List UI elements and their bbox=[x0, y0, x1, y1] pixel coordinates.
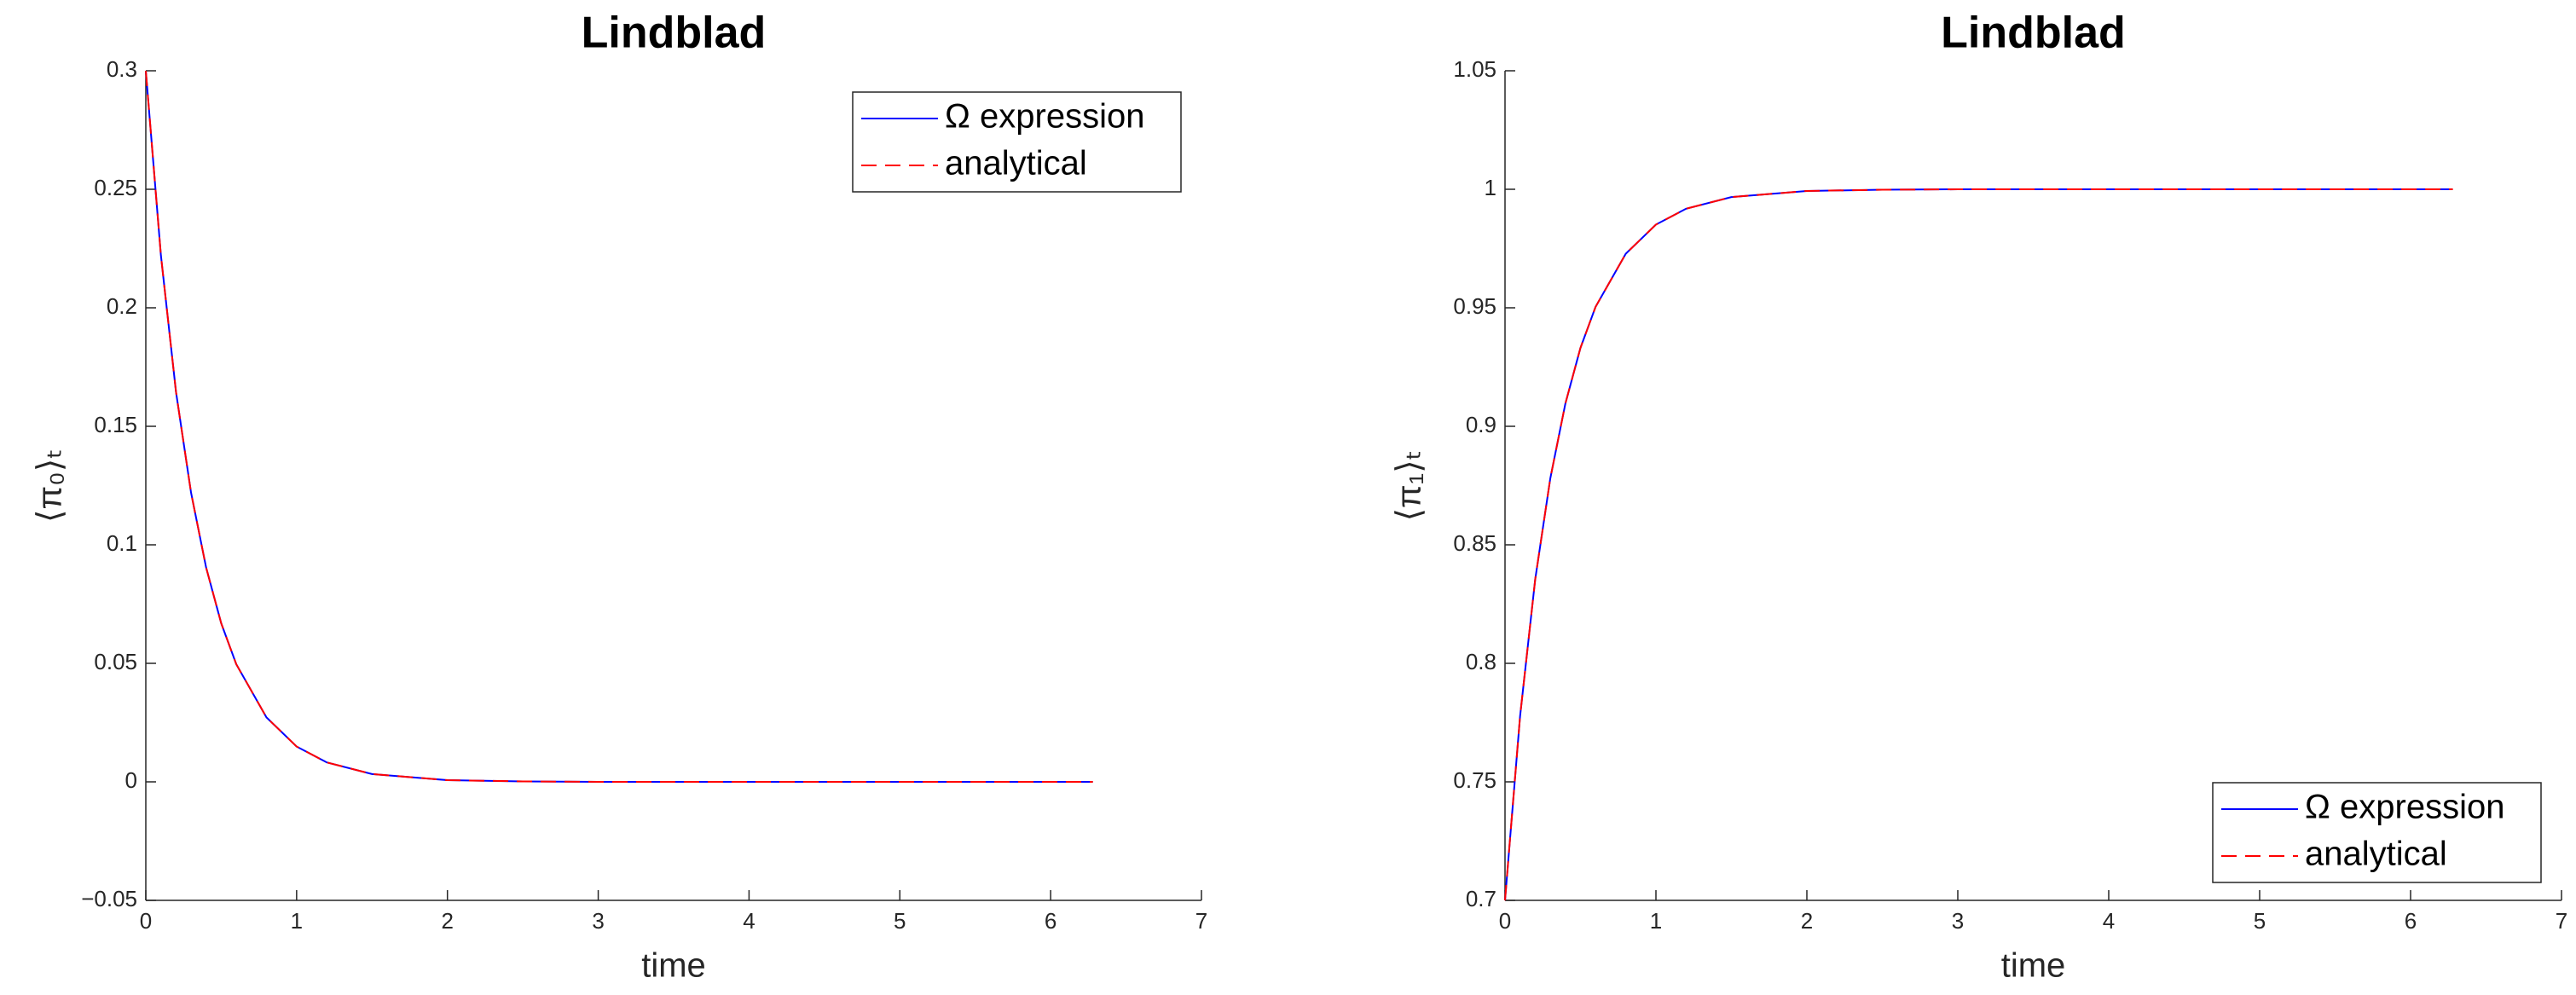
y-tick-label: 0.75 bbox=[1453, 767, 1496, 793]
series-line bbox=[145, 70, 1093, 783]
y-tick-label: 1.05 bbox=[1453, 56, 1496, 82]
y-tick-label: 0.15 bbox=[94, 412, 137, 437]
x-tick-label: 2 bbox=[1801, 908, 1813, 934]
y-tick-label: 0.8 bbox=[1466, 649, 1496, 674]
x-tick-label: 1 bbox=[291, 908, 303, 934]
y-tick-label: 0.9 bbox=[1466, 412, 1496, 437]
x-tick-label: 3 bbox=[592, 908, 604, 934]
x-tick-label: 6 bbox=[2405, 908, 2417, 934]
x-tick-label: 5 bbox=[894, 908, 906, 934]
x-axis-label: time bbox=[2001, 947, 2066, 985]
y-tick-label: 0.7 bbox=[1466, 886, 1496, 911]
y-tick-label: 0.3 bbox=[107, 56, 137, 82]
legend-label: Ω expression bbox=[2305, 789, 2504, 826]
chart-title: Lindblad bbox=[1941, 9, 2126, 58]
legend-label: Ω expression bbox=[945, 98, 1144, 136]
y-tick-label: 0 bbox=[125, 767, 137, 793]
x-tick-label: 4 bbox=[2103, 908, 2115, 934]
legend-box bbox=[2212, 782, 2542, 883]
y-tick-label: 1 bbox=[1485, 175, 1496, 200]
y-tick-label: 0.1 bbox=[107, 530, 137, 556]
y-tick-label: 0.05 bbox=[94, 649, 137, 674]
chart-title: Lindblad bbox=[582, 9, 767, 58]
y-tick-label: −0.05 bbox=[81, 886, 137, 911]
x-tick-label: 2 bbox=[441, 908, 453, 934]
x-tick-label: 7 bbox=[1195, 908, 1207, 934]
x-tick-label: 3 bbox=[1952, 908, 1964, 934]
series-line bbox=[1504, 188, 2453, 901]
y-axis-label: ⟨π₁⟩ₜ bbox=[1391, 449, 1428, 521]
x-tick-label: 4 bbox=[743, 908, 755, 934]
y-axis-label: ⟨π₀⟩ₜ bbox=[32, 448, 69, 523]
y-tick-label: 0.95 bbox=[1453, 293, 1496, 319]
x-axis-label: time bbox=[641, 947, 706, 985]
x-tick-label: 7 bbox=[2556, 908, 2567, 934]
legend-label: analytical bbox=[945, 145, 1087, 182]
legend-label: analytical bbox=[2305, 836, 2447, 873]
y-tick-label: 0.85 bbox=[1453, 530, 1496, 556]
y-tick-label: 0.25 bbox=[94, 175, 137, 200]
x-tick-label: 5 bbox=[2254, 908, 2266, 934]
x-tick-label: 0 bbox=[140, 908, 152, 934]
x-tick-label: 0 bbox=[1499, 908, 1511, 934]
legend-box bbox=[852, 91, 1182, 193]
x-tick-label: 6 bbox=[1045, 908, 1056, 934]
y-tick-label: 0.2 bbox=[107, 293, 137, 319]
x-tick-label: 1 bbox=[1650, 908, 1662, 934]
